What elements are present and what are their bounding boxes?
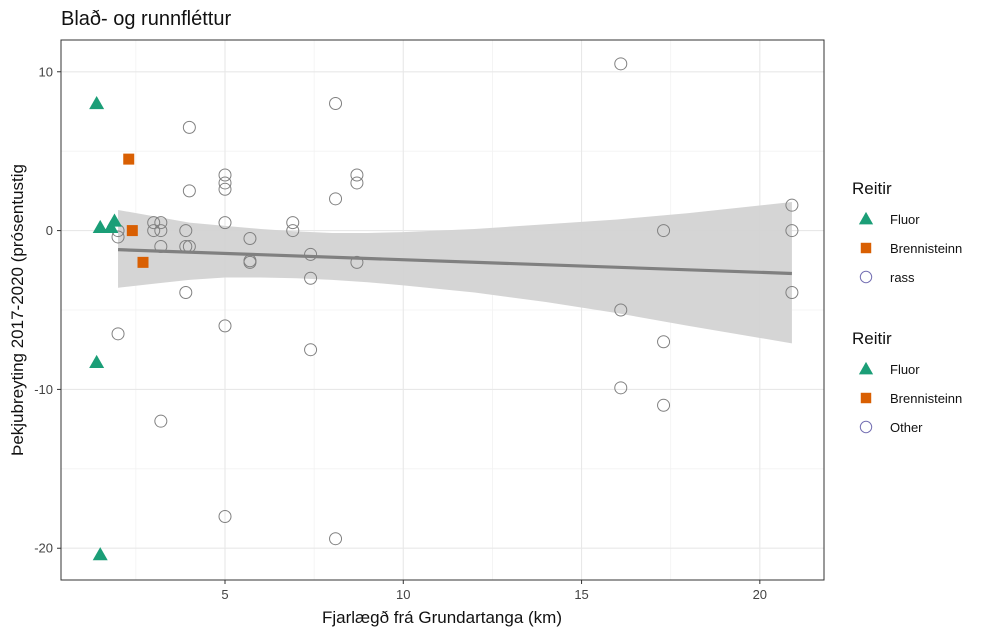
data-point-circle-open — [304, 247, 318, 261]
x-tick-label: 15 — [574, 587, 588, 602]
x-tick-label: 20 — [753, 587, 767, 602]
confidence-band — [118, 202, 792, 344]
x-tick-label: 10 — [396, 587, 410, 602]
data-point-circle-open — [614, 381, 628, 395]
y-tick-label: -20 — [34, 541, 53, 556]
trend-line — [117, 248, 792, 276]
data-point-circle-open — [657, 398, 671, 412]
y-tick-label: 10 — [39, 64, 53, 79]
data-point-circle-open — [286, 216, 300, 230]
legend-label: rass — [890, 270, 915, 285]
data-point-circle-open — [304, 343, 318, 357]
data-point-circle-open — [182, 239, 196, 253]
data-point-circle-open — [286, 224, 300, 238]
legend-key-triangle — [858, 211, 874, 225]
y-tick-label: 0 — [46, 223, 53, 238]
data-point-triangle — [89, 354, 105, 369]
data-point-circle-open — [154, 414, 168, 428]
data-point-circle-open — [614, 303, 628, 317]
data-point-circle-open — [182, 184, 196, 198]
x-axis-title: Fjarlægð frá Grundartanga (km) — [322, 608, 562, 627]
y-axis-ticks: -20 -10 0 10 — [34, 64, 61, 556]
legend-label: Fluor — [890, 212, 920, 227]
data-point-triangle — [106, 213, 122, 227]
legend-key-circle-open — [859, 270, 873, 284]
data-point-circle-open — [179, 286, 193, 300]
data-point-circle-open — [154, 216, 168, 230]
data-point-circle-open — [154, 239, 168, 253]
data-point-triangle — [89, 96, 105, 110]
y-axis-title: Þekjubreyting 2017-2020 (prósentustig — [8, 164, 27, 456]
data-point-circle-open — [182, 120, 196, 134]
data-point-circle-open — [350, 255, 364, 269]
data-point-circle-open — [785, 286, 799, 300]
data-point-circle-open — [657, 335, 671, 349]
data-point-circle-open — [147, 224, 161, 238]
data-point-square — [126, 225, 138, 237]
data-point-circle-open — [111, 230, 125, 244]
data-point-circle-open — [111, 327, 125, 341]
data-point-circle-open — [243, 232, 257, 246]
data-point-circle-open — [785, 198, 799, 212]
legend-title: Reitir — [852, 179, 892, 198]
x-axis-ticks: 5 10 15 20 — [221, 580, 767, 602]
data-point-circle-open — [218, 182, 232, 196]
data-point-circle-open — [657, 224, 671, 238]
data-point-circle-open — [218, 176, 232, 190]
chart-title: Blað- og runnfléttur — [61, 8, 231, 30]
data-point-circle-open — [304, 271, 318, 285]
data-point-circle-open — [350, 168, 364, 182]
data-point-circle-open — [218, 319, 232, 333]
legend-title: Reitir — [852, 329, 892, 348]
trend-line-segment — [117, 248, 792, 276]
legend-label: Other — [890, 420, 923, 435]
data-point-circle-open — [350, 176, 364, 190]
data-point-circle-open — [218, 216, 232, 230]
confidence-band-area — [118, 202, 792, 344]
legend-key-circle-open — [859, 420, 873, 434]
legend-key-triangle — [858, 361, 874, 375]
data-points — [89, 57, 799, 561]
legend-label: Brennisteinn — [890, 241, 962, 256]
legend-key-square — [860, 392, 872, 404]
data-point-square — [137, 256, 149, 268]
data-point-circle-open — [147, 216, 161, 230]
data-point-square — [123, 153, 135, 165]
legend-label: Brennisteinn — [890, 391, 962, 406]
legend-2: Reitir Fluor Brennisteinn Other — [852, 329, 962, 435]
legend-key-square — [860, 242, 872, 254]
plot-border — [60, 39, 825, 581]
data-point-circle-open — [154, 224, 168, 238]
data-point-circle-open — [179, 224, 193, 238]
data-point-circle-open — [218, 509, 232, 523]
legends: Reitir Fluor Brennisteinn rass Reitir Fluor Br… — [852, 179, 962, 435]
data-point-circle-open — [329, 532, 343, 546]
y-tick-label: -10 — [34, 382, 53, 397]
data-point-circle-open — [329, 97, 343, 111]
data-point-circle-open — [329, 192, 343, 206]
data-point-circle-open — [785, 224, 799, 238]
data-point-circle-open — [218, 168, 232, 182]
data-point-circle-open — [243, 255, 257, 269]
data-point-circle-open — [614, 57, 628, 71]
data-point-circle-open — [179, 239, 193, 253]
data-point-triangle — [92, 219, 108, 234]
x-tick-label: 5 — [221, 587, 228, 602]
legend-label: Fluor — [890, 362, 920, 377]
data-point-triangle — [92, 547, 108, 561]
legend-1: Reitir Fluor Brennisteinn rass — [852, 179, 962, 285]
